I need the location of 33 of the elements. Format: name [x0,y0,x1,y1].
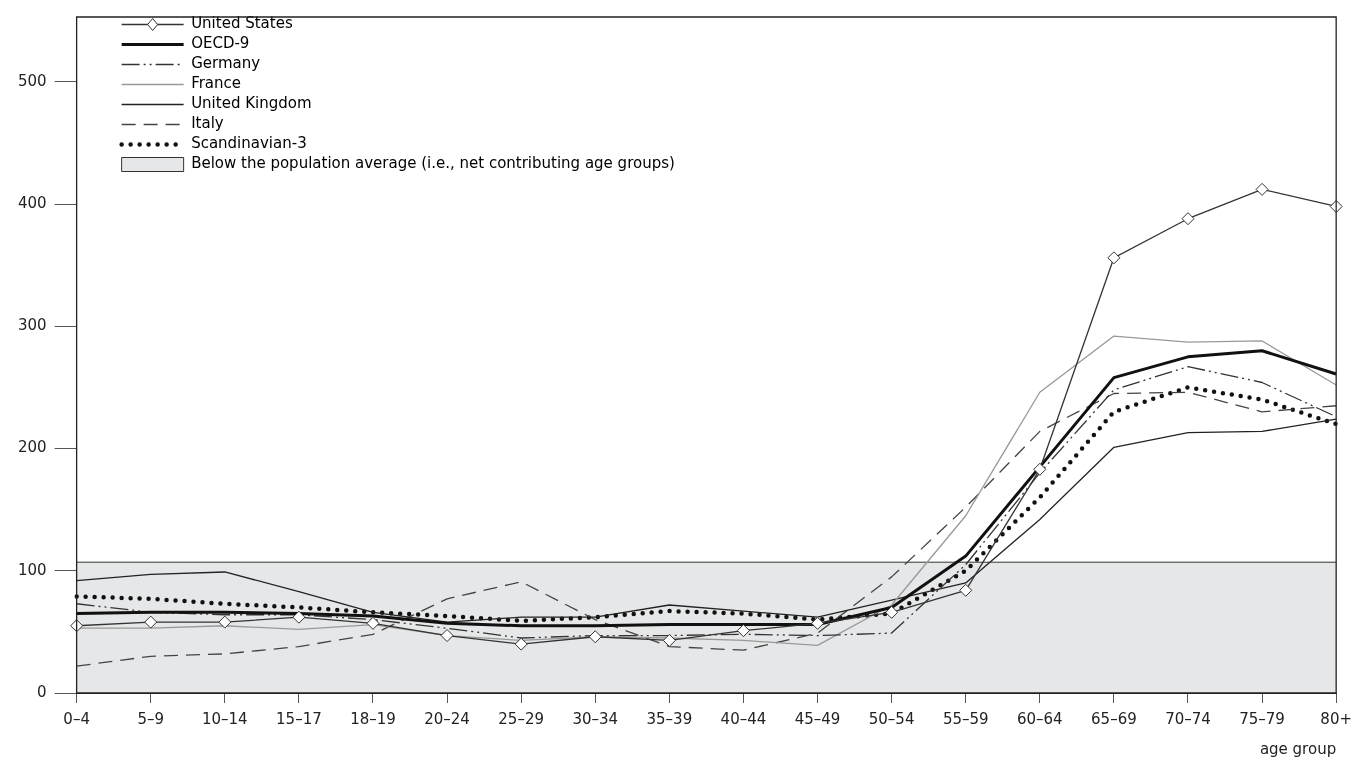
x-tick-label: 45–49 [794,709,841,728]
x-tick-label: 55–59 [942,709,989,728]
legend-label: France [191,74,242,93]
x-tick-label: 10–14 [201,709,248,728]
x-tick-label: 80+ [1320,709,1352,728]
x-tick-label: 18–19 [350,709,396,728]
y-tick-label: 500 [17,71,47,90]
x-tick-label: 65–69 [1091,709,1137,728]
y-tick-label: 400 [17,193,47,212]
x-tick-label: 5–9 [137,709,165,728]
y-tick-label: 0 [37,682,47,701]
y-tick-label: 300 [17,316,47,335]
x-tick-label: 50–54 [868,709,915,728]
y-tick-label: 200 [17,438,47,457]
y-tick-label: 100 [17,560,47,579]
legend-label: Germany [191,54,261,73]
x-tick-label: 0–4 [63,709,90,728]
legend-label: Scandinavian-3 [191,134,307,153]
x-tick-label: 75–79 [1239,709,1285,728]
legend-label: Below the population average (i.e., net contributing age groups) [191,154,675,173]
x-tick-label: 20–24 [424,709,470,728]
x-axis-title: age group [1259,739,1337,758]
x-tick-label: 25–29 [498,709,545,728]
legend-label: OECD-9 [191,34,250,53]
x-tick-label: 30–34 [572,709,619,728]
x-tick-label: 15–17 [276,709,322,728]
legend-label: United Kingdom [191,94,312,113]
x-tick-label: 60–64 [1016,709,1063,728]
legend-label: United States [191,14,293,33]
x-tick-label: 70–74 [1165,709,1211,728]
x-tick-label: 40–44 [720,709,767,728]
legend-label: Italy [191,114,224,133]
x-tick-label: 35–39 [646,709,693,728]
